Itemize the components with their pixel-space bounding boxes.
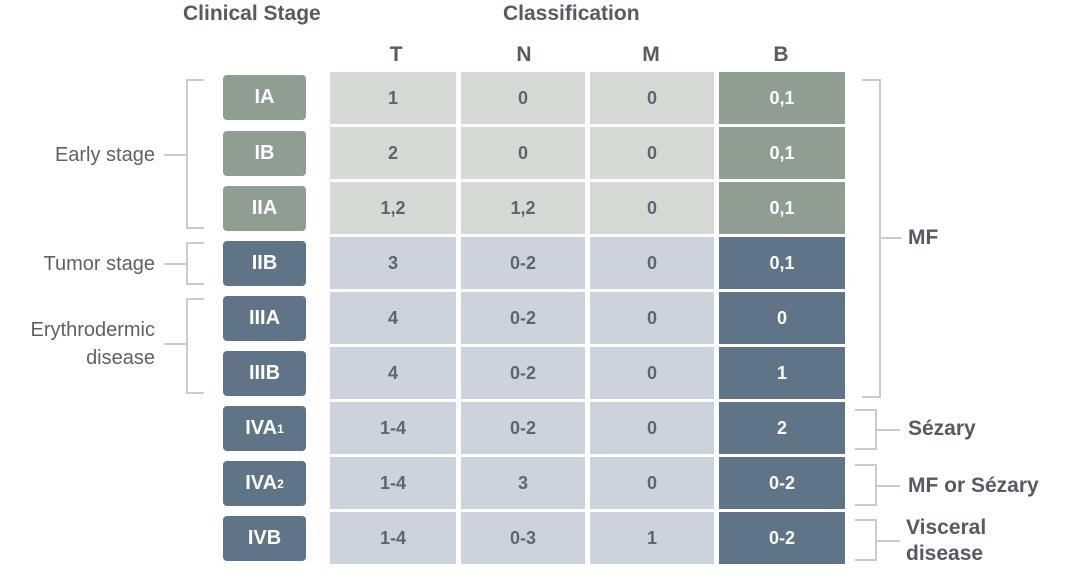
stage-badge: IIIA <box>223 296 306 341</box>
cell-t: 2 <box>330 127 456 179</box>
cell-n: 0-2 <box>461 237 585 289</box>
cell-n: 0-3 <box>461 512 585 564</box>
column-header-n: N <box>516 43 532 66</box>
cell-n: 0-2 <box>461 347 585 399</box>
erythrodermic-bracket <box>186 298 204 394</box>
cell-t: 1-4 <box>330 402 456 454</box>
erythrodermic-label-line2: disease <box>86 347 155 369</box>
stage-label: IIB <box>251 252 278 274</box>
cell-n: 0-2 <box>461 292 585 344</box>
classification-header: Classification <box>503 2 640 25</box>
cell-b: 0,1 <box>719 182 845 234</box>
clinical-stage-header: Clinical Stage <box>183 2 321 25</box>
stage-badge: IIB <box>223 241 306 286</box>
cell-t: 1-4 <box>330 512 456 564</box>
erythrodermic-label-line1: Erythrodermic <box>30 319 155 341</box>
cell-b: 0,1 <box>719 72 845 124</box>
cell-t: 1,2 <box>330 182 456 234</box>
stage-badge: IA <box>223 75 306 120</box>
erythrodermic-label: Erythrodermic disease <box>31 316 155 372</box>
stage-subscript: 1 <box>277 421 284 436</box>
cell-m: 0 <box>590 182 714 234</box>
stage-badge: IIIB <box>223 351 306 396</box>
cell-m: 0 <box>590 72 714 124</box>
cell-b: 0 <box>719 292 845 344</box>
cell-m: 1 <box>590 512 714 564</box>
stage-subscript: 2 <box>277 476 284 491</box>
cell-b: 0,1 <box>719 127 845 179</box>
cell-m: 0 <box>590 237 714 289</box>
cell-b: 1 <box>719 347 845 399</box>
sezary-bracket <box>855 409 877 450</box>
cell-m: 0 <box>590 292 714 344</box>
mf-or-sezary-bracket <box>855 464 877 506</box>
column-header-b: B <box>773 43 789 66</box>
cell-m: 0 <box>590 457 714 509</box>
cell-t: 4 <box>330 292 456 344</box>
cell-t: 1 <box>330 72 456 124</box>
cell-b: 2 <box>719 402 845 454</box>
stage-label: IIIA <box>248 307 281 329</box>
cell-t: 4 <box>330 347 456 399</box>
cell-n: 0 <box>461 127 585 179</box>
mf-label: MF <box>908 226 939 249</box>
cell-m: 0 <box>590 347 714 399</box>
stage-badge: IIA <box>223 186 306 231</box>
visceral-disease-label: Visceral disease <box>906 515 986 567</box>
early-stage-label: Early stage <box>54 144 155 166</box>
cell-m: 0 <box>590 402 714 454</box>
stage-badge: IVB <box>223 516 306 561</box>
tumor-stage-label: Tumor stage <box>43 253 155 275</box>
column-header-t: T <box>389 43 403 66</box>
tumor-stage-bracket <box>186 242 204 285</box>
visceral-label-line2: disease <box>906 542 984 565</box>
mf-bracket <box>862 79 881 398</box>
stage-label: IB <box>254 142 275 164</box>
early-stage-bracket <box>186 79 204 229</box>
stage-label: IA <box>254 86 275 108</box>
stage-badge: IB <box>223 131 306 176</box>
cell-n: 0-2 <box>461 402 585 454</box>
cell-t: 3 <box>330 237 456 289</box>
stage-badge: IVA 2 <box>223 461 306 506</box>
cell-m: 0 <box>590 127 714 179</box>
mf-or-sezary-label: MF or Sézary <box>908 474 1039 497</box>
sezary-label: Sézary <box>908 417 976 440</box>
stage-label: IIIB <box>248 362 281 384</box>
cell-n: 1,2 <box>461 182 585 234</box>
visceral-bracket <box>855 519 877 561</box>
stage-label: IVA <box>245 417 278 439</box>
stage-label: IVA <box>245 472 278 494</box>
stage-label: IVB <box>247 527 282 549</box>
cell-t: 1-4 <box>330 457 456 509</box>
visceral-label-line1: Visceral <box>906 516 987 539</box>
stage-badge: IVA 1 <box>223 406 306 451</box>
cell-b: 0,1 <box>719 237 845 289</box>
cell-b: 0-2 <box>719 457 845 509</box>
cell-n: 0 <box>461 72 585 124</box>
stage-label: IIA <box>251 197 278 219</box>
cell-b: 0-2 <box>719 512 845 564</box>
column-header-m: M <box>642 43 660 66</box>
cell-n: 3 <box>461 457 585 509</box>
